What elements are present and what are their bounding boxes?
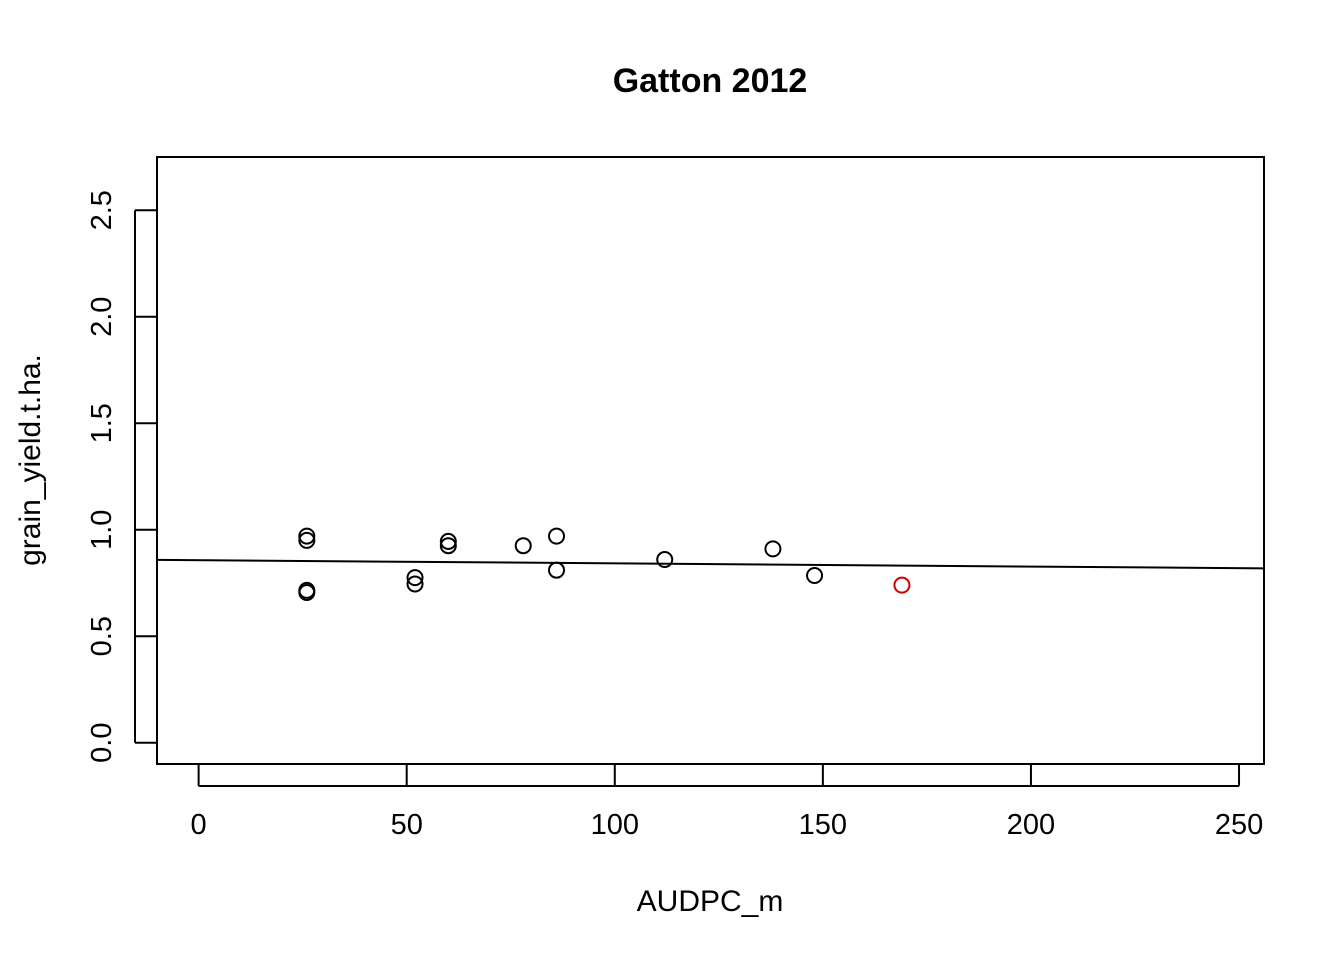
data-point [406, 575, 424, 593]
data-points [298, 527, 911, 602]
x-tick-label: 200 [1007, 809, 1055, 841]
data-point [439, 537, 457, 555]
data-point [548, 561, 566, 579]
x-tick-label: 50 [391, 809, 423, 841]
y-tick-label: 2.0 [86, 297, 118, 337]
data-point [806, 567, 824, 585]
x-tick-label: 150 [799, 809, 847, 841]
data-point [548, 527, 566, 545]
x-axis: 0 50 100 150 200 250 [191, 764, 1263, 841]
y-axis: 0.0 0.5 1.0 1.5 2.0 2.5 [86, 190, 157, 763]
highlighted-data-point [893, 576, 911, 594]
data-point [406, 569, 424, 587]
y-axis-label: grain_yield.t.ha. [14, 354, 47, 566]
data-point [656, 551, 674, 569]
y-tick-label: 1.0 [86, 510, 118, 550]
y-tick-label: 0.5 [86, 616, 118, 656]
x-tick-label: 250 [1215, 809, 1263, 841]
y-tick-label: 2.5 [86, 190, 118, 230]
data-point [764, 540, 782, 558]
y-tick-label: 0.0 [86, 723, 118, 763]
data-point [439, 532, 457, 550]
data-point [514, 537, 532, 555]
x-tick-label: 0 [191, 809, 207, 841]
plot-frame [156, 156, 1265, 765]
x-tick-label: 100 [591, 809, 639, 841]
data-point [298, 527, 316, 545]
x-axis-label: AUDPC_m [637, 885, 784, 918]
chart-title: Gatton 2012 [613, 62, 808, 100]
regression-line-layer [156, 558, 1265, 570]
regression-line [156, 558, 1265, 570]
data-point [298, 584, 316, 602]
y-tick-label: 1.5 [86, 403, 118, 443]
data-point [298, 531, 316, 549]
